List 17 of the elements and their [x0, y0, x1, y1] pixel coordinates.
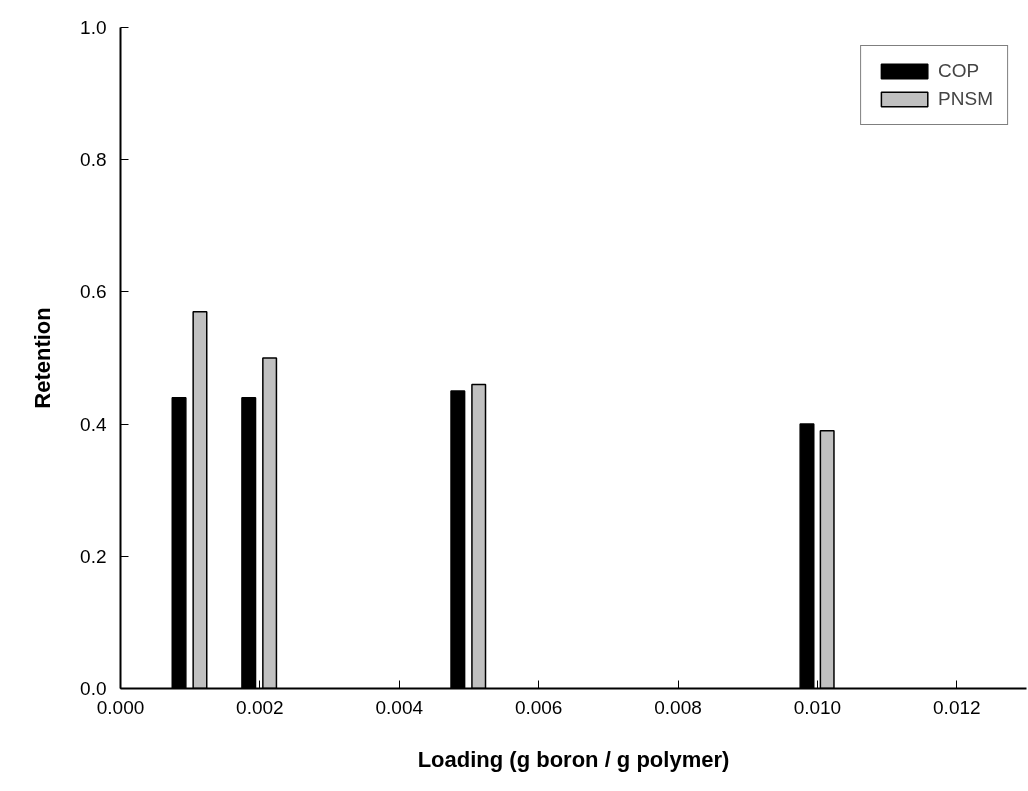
y-tick-label: 0.8: [80, 149, 107, 171]
x-axis-title: Loading (g boron / g polymer): [417, 746, 730, 772]
y-tick-label: 0.6: [80, 281, 107, 303]
legend-label: PNSM: [938, 88, 993, 110]
y-tick-label: 1.0: [80, 17, 107, 38]
x-tick-label: 0.012: [933, 696, 981, 718]
x-tick-label: 0.010: [793, 696, 842, 718]
y-tick-label: 0.2: [80, 545, 107, 567]
x-tick-label: 0.008: [654, 696, 702, 718]
x-tick-label: 0.006: [514, 696, 563, 718]
x-tick-label: 0.004: [375, 696, 424, 718]
y-tick-label: 0.0: [80, 678, 107, 699]
x-tick-label: 0.002: [236, 696, 284, 718]
y-axis-title: Retention: [30, 307, 56, 409]
y-tick-label: 0.4: [80, 413, 107, 435]
x-tick-label: 0.000: [96, 696, 145, 718]
legend-label: COP: [938, 60, 980, 82]
